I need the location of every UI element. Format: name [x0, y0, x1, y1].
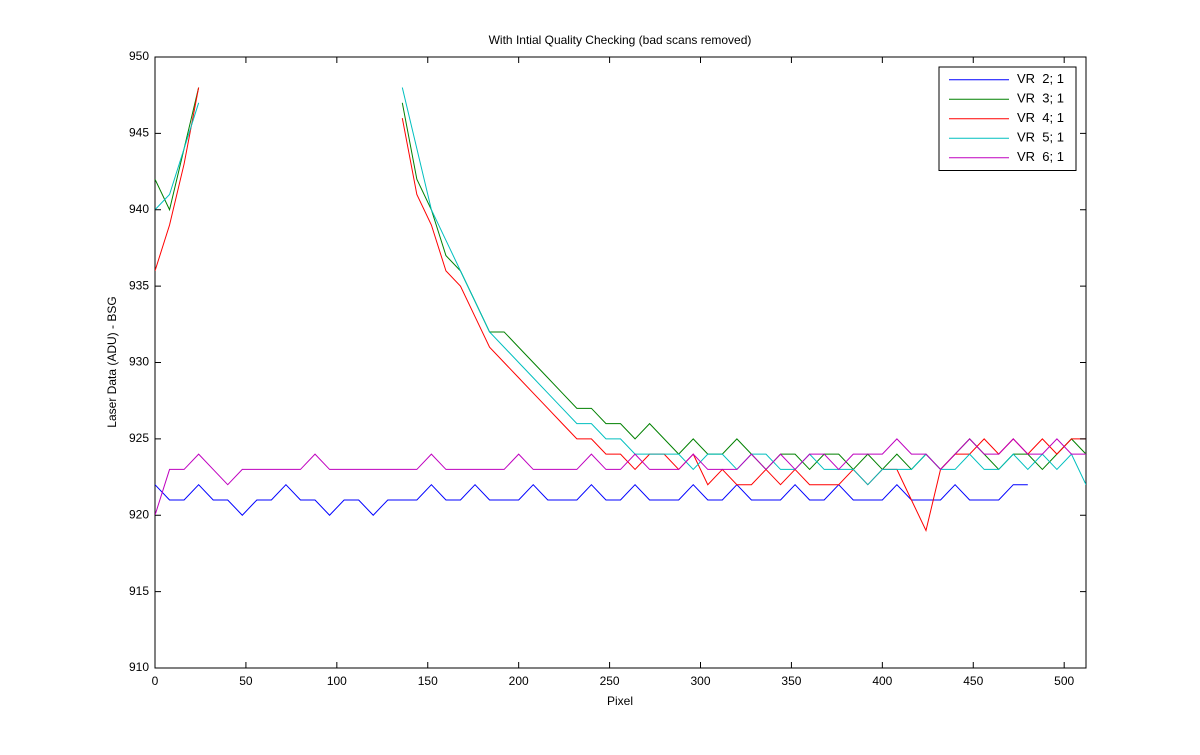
legend-label: VR 4; 1 [1017, 110, 1064, 125]
x-tick-label: 350 [781, 674, 801, 688]
legend-label: VR 5; 1 [1017, 130, 1064, 145]
x-tick-label: 200 [509, 674, 529, 688]
chart-title: With Intial Quality Checking (bad scans … [489, 33, 752, 47]
legend-label: VR 3; 1 [1017, 91, 1064, 106]
x-tick-label: 500 [1054, 674, 1074, 688]
x-tick-label: 450 [963, 674, 983, 688]
x-tick-label: 50 [239, 674, 253, 688]
plot-area [154, 56, 1087, 669]
y-tick-label: 920 [129, 507, 149, 521]
y-tick-label: 910 [129, 660, 149, 674]
x-tick-label: 150 [418, 674, 438, 688]
lines [155, 87, 1086, 533]
x-axis-label: Pixel [607, 694, 633, 708]
x-tick-label: 300 [690, 674, 710, 688]
x-tick-label: 100 [327, 674, 347, 688]
series-line [155, 438, 1086, 516]
y-tick-label: 935 [129, 278, 149, 292]
y-tick-label: 950 [129, 49, 149, 63]
x-tick-label: 400 [872, 674, 892, 688]
y-axis-label: Laser Data (ADU) - BSG [105, 296, 119, 427]
x-tick-label: 250 [600, 674, 620, 688]
y-tick-label: 940 [129, 202, 149, 216]
y-tick-label: 915 [129, 584, 149, 598]
y-tick-label: 945 [129, 126, 149, 140]
legend-label: VR 6; 1 [1017, 149, 1064, 164]
legend-label: VR 2; 1 [1017, 71, 1064, 86]
y-tick-label: 925 [129, 431, 149, 445]
y-tick-label: 930 [129, 355, 149, 369]
x-tick-label: 0 [152, 674, 159, 688]
series-line [155, 483, 1028, 516]
